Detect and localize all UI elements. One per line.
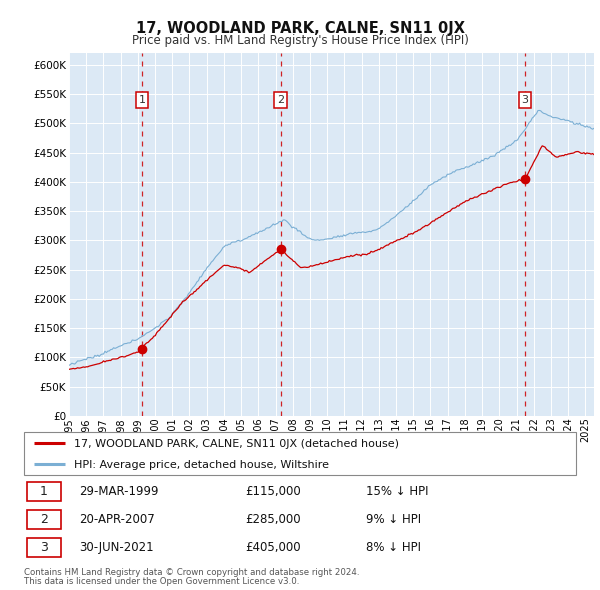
Text: 8% ↓ HPI: 8% ↓ HPI bbox=[366, 541, 421, 554]
Text: Price paid vs. HM Land Registry's House Price Index (HPI): Price paid vs. HM Land Registry's House … bbox=[131, 34, 469, 47]
Text: 2: 2 bbox=[40, 513, 48, 526]
Text: 17, WOODLAND PARK, CALNE, SN11 0JX: 17, WOODLAND PARK, CALNE, SN11 0JX bbox=[136, 21, 464, 35]
Text: 9% ↓ HPI: 9% ↓ HPI bbox=[366, 513, 421, 526]
Text: 30-JUN-2021: 30-JUN-2021 bbox=[79, 541, 154, 554]
FancyBboxPatch shape bbox=[27, 510, 61, 529]
FancyBboxPatch shape bbox=[27, 482, 61, 502]
FancyBboxPatch shape bbox=[27, 538, 61, 558]
Text: Contains HM Land Registry data © Crown copyright and database right 2024.: Contains HM Land Registry data © Crown c… bbox=[24, 568, 359, 576]
Text: 1: 1 bbox=[139, 95, 145, 105]
Text: £285,000: £285,000 bbox=[245, 513, 301, 526]
Text: 1: 1 bbox=[40, 486, 48, 499]
Text: £115,000: £115,000 bbox=[245, 486, 301, 499]
FancyBboxPatch shape bbox=[24, 432, 576, 475]
Text: 20-APR-2007: 20-APR-2007 bbox=[79, 513, 155, 526]
Text: This data is licensed under the Open Government Licence v3.0.: This data is licensed under the Open Gov… bbox=[24, 577, 299, 586]
Text: HPI: Average price, detached house, Wiltshire: HPI: Average price, detached house, Wilt… bbox=[74, 460, 329, 470]
Text: 2: 2 bbox=[277, 95, 284, 105]
Text: 3: 3 bbox=[40, 541, 48, 554]
Text: 29-MAR-1999: 29-MAR-1999 bbox=[79, 486, 158, 499]
Text: £405,000: £405,000 bbox=[245, 541, 301, 554]
Text: 3: 3 bbox=[521, 95, 529, 105]
Text: 15% ↓ HPI: 15% ↓ HPI bbox=[366, 486, 429, 499]
Text: 17, WOODLAND PARK, CALNE, SN11 0JX (detached house): 17, WOODLAND PARK, CALNE, SN11 0JX (deta… bbox=[74, 439, 398, 449]
